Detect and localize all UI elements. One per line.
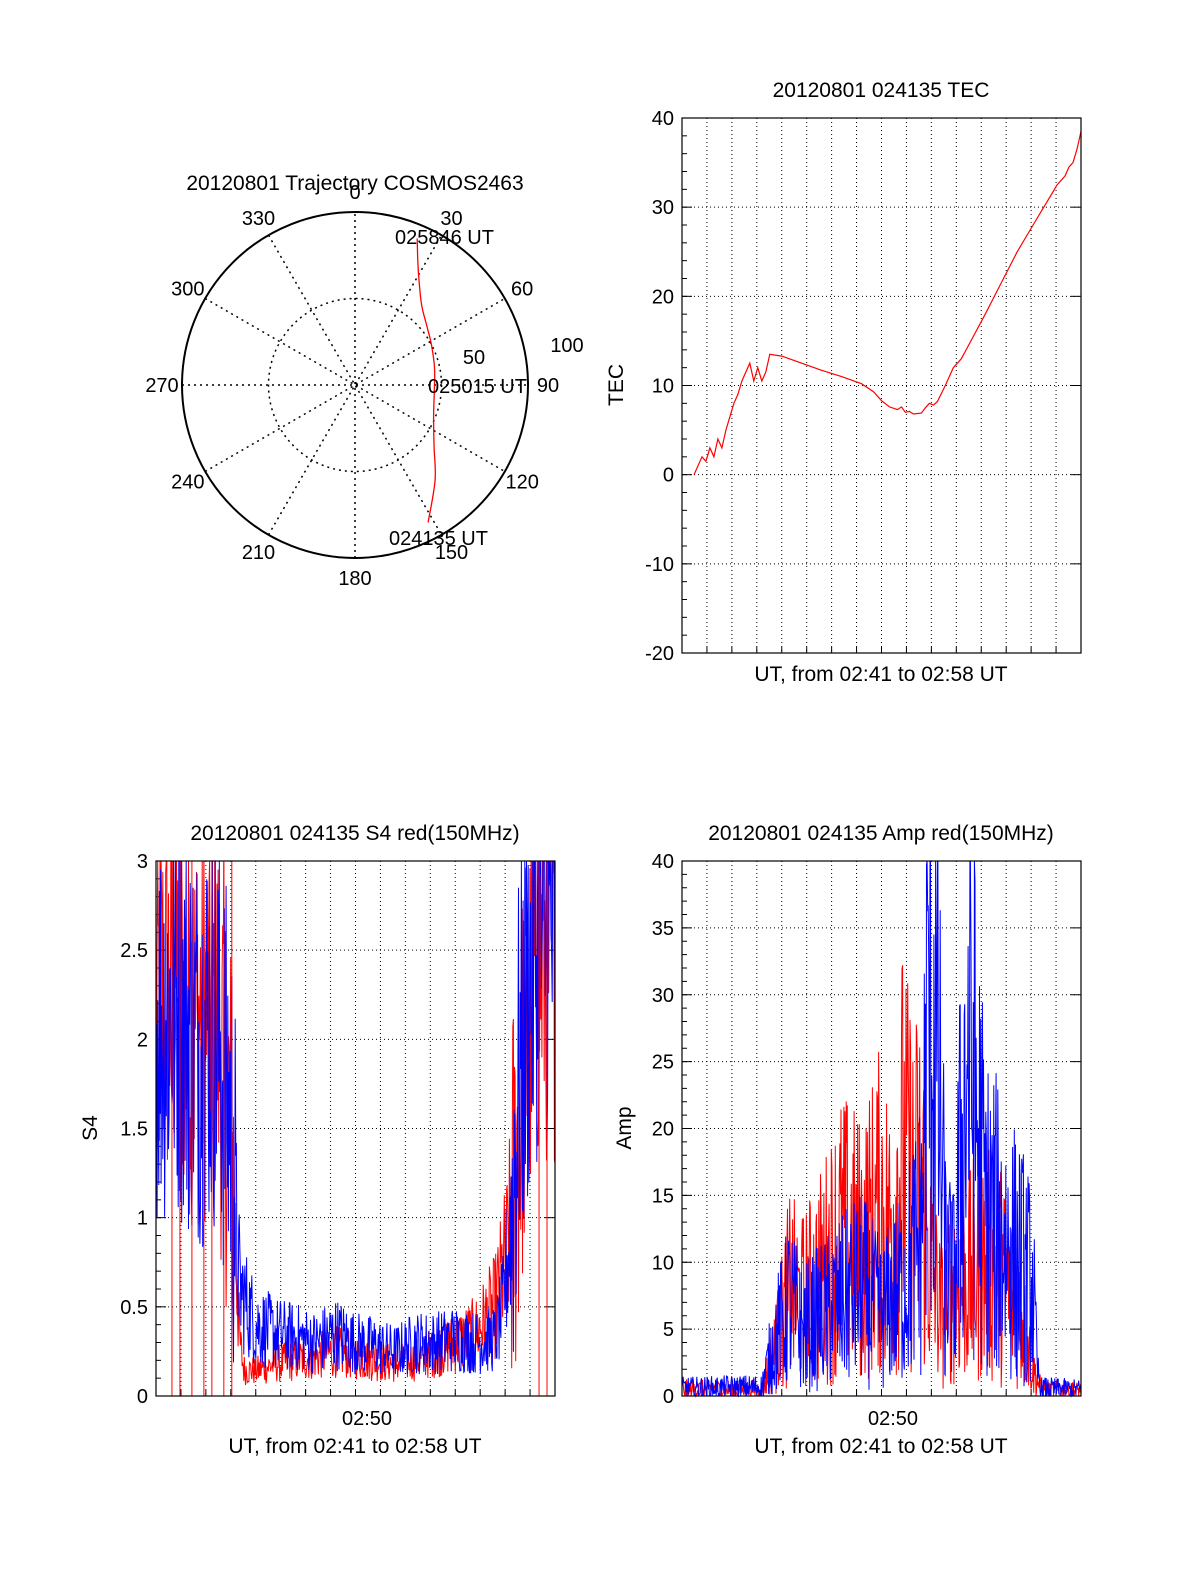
y-tick-label: 30 <box>652 197 674 219</box>
y-tick-label: 2.5 <box>120 940 148 962</box>
polar-grid <box>182 212 528 558</box>
s4-plot-frame <box>155 860 556 1397</box>
trajectory-title: 20120801 Trajectory COSMOS2463 <box>186 172 523 195</box>
amp-blue-line <box>681 860 1082 1398</box>
amp-plot-frame <box>681 860 1082 1397</box>
y-tick-label: 1.5 <box>120 1119 148 1141</box>
azimuth-label: 90 <box>537 375 559 397</box>
ring-label-50: 50 <box>463 347 485 369</box>
ring-label-100: 100 <box>550 335 583 357</box>
y-tick-label: 40 <box>652 851 674 873</box>
tec-line <box>693 131 1082 475</box>
y-tick-label: 3 <box>137 851 148 873</box>
polar-grid-spoke <box>204 297 506 473</box>
y-tick-label: 25 <box>652 1052 674 1074</box>
amp-panel: 20120801 024135 Amp red(150MHz) 40 35 30 25… <box>613 822 1082 1458</box>
polar-grid-spoke <box>267 234 443 536</box>
y-tick-label: 30 <box>652 985 674 1007</box>
azimuth-label: 30 <box>440 208 462 230</box>
y-tick-label: 10 <box>652 1252 674 1274</box>
polar-outer-ring <box>181 211 529 559</box>
polar-grid-spoke <box>267 234 443 536</box>
polar-grid-ring <box>267 297 443 473</box>
s4-series <box>155 860 556 1396</box>
tec-series <box>693 131 1082 475</box>
y-tick-label: 35 <box>652 918 674 940</box>
tec-title: 20120801 024135 TEC <box>773 79 990 102</box>
trajectory-track <box>416 238 437 523</box>
azimuth-label: 0 <box>349 182 360 204</box>
y-tick-label: 40 <box>652 108 674 130</box>
mid-time-label: 025015 UT <box>428 376 527 398</box>
y-tick-label: 1 <box>137 1208 148 1230</box>
azimuth-label: 150 <box>435 542 468 564</box>
amp-y-ticks: 40 35 30 25 20 15 10 5 0 <box>652 851 674 1408</box>
amp-series <box>681 860 1082 1398</box>
amp-title: 20120801 024135 Amp red(150MHz) <box>708 822 1054 845</box>
tec-grid <box>682 117 1081 654</box>
azimuth-label: 240 <box>171 472 204 494</box>
y-tick-label: 2 <box>137 1029 148 1051</box>
s4-blue-line <box>155 860 556 1375</box>
y-tick-label: 0 <box>663 1386 674 1408</box>
y-tick-label: 15 <box>652 1185 674 1207</box>
y-tick-label: 0 <box>663 465 674 487</box>
amp-xtick-label: 02:50 <box>868 1408 918 1430</box>
tec-y-ticks: 40 30 20 10 0 -10 -20 <box>645 108 674 665</box>
y-tick-label: -10 <box>645 554 674 576</box>
y-tick-label: 20 <box>652 1119 674 1141</box>
amp-ylabel: Amp <box>613 1106 636 1149</box>
tec-xlabel: UT, from 02:41 to 02:58 UT <box>754 663 1007 686</box>
y-tick-label: -20 <box>645 643 674 665</box>
y-tick-label: 10 <box>652 376 674 398</box>
azimuth-label: 60 <box>511 279 533 301</box>
s4-xlabel: UT, from 02:41 to 02:58 UT <box>228 1435 481 1458</box>
azimuth-label: 300 <box>171 279 204 301</box>
polar-azimuth-labels: 0 30 60 90 120 150 180 210 240 270 300 330 <box>145 182 559 590</box>
tec-ylabel: TEC <box>605 364 628 406</box>
y-tick-label: 0 <box>137 1386 148 1408</box>
y-tick-label: 0.5 <box>120 1297 148 1319</box>
y-tick-label: 5 <box>663 1319 674 1341</box>
s4-ylabel: S4 <box>79 1115 102 1141</box>
end-time-label: 025846 UT <box>395 227 494 249</box>
azimuth-label: 210 <box>242 542 275 564</box>
amp-xlabel: UT, from 02:41 to 02:58 UT <box>754 1435 1007 1458</box>
azimuth-label: 180 <box>338 568 371 590</box>
trajectory-polar-panel: 20120801 Trajectory COSMOS2463 0 30 60 90 12… <box>145 172 583 590</box>
azimuth-label: 120 <box>505 472 538 494</box>
y-tick-label: 20 <box>652 286 674 308</box>
s4-xtick-label: 02:50 <box>342 1408 392 1430</box>
s4-panel: 20120801 024135 S4 red(150MHz) 3 2.5 2 1.5 1… <box>79 822 556 1458</box>
s4-y-ticks: 3 2.5 2 1.5 1 0.5 0 <box>120 851 148 1408</box>
polar-grid-spoke <box>204 297 506 473</box>
azimuth-label: 330 <box>242 208 275 230</box>
azimuth-label: 270 <box>145 375 178 397</box>
tec-plot-frame <box>681 117 1082 654</box>
s4-title: 20120801 024135 S4 red(150MHz) <box>190 822 519 845</box>
tec-panel: 20120801 024135 TEC 40 30 20 10 0 -10 -20 UT, … <box>605 79 1082 686</box>
start-time-label: 024135 UT <box>389 528 488 550</box>
trajectory-path <box>416 238 437 523</box>
